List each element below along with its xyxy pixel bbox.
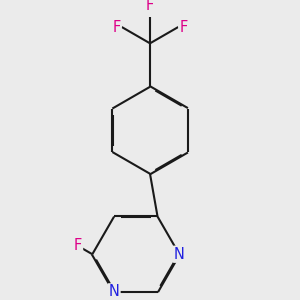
- Text: F: F: [146, 0, 154, 13]
- Text: F: F: [74, 238, 82, 253]
- Text: F: F: [179, 20, 188, 34]
- Text: N: N: [109, 284, 119, 299]
- Text: F: F: [112, 20, 121, 34]
- Text: N: N: [174, 247, 185, 262]
